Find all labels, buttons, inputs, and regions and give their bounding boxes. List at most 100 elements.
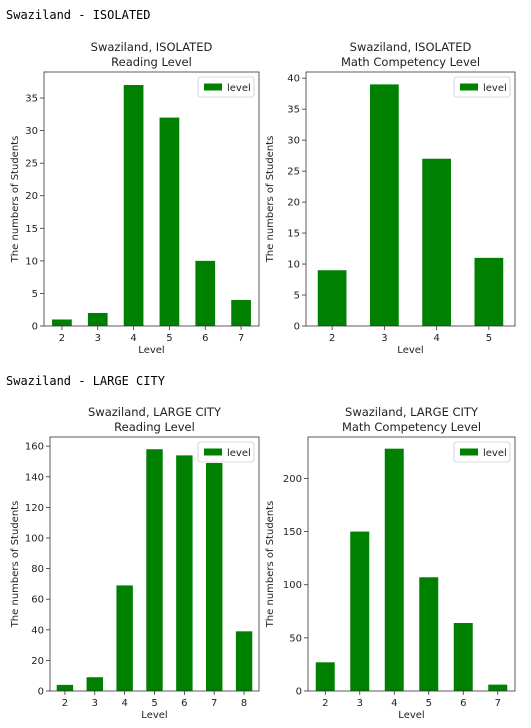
bar-4 xyxy=(116,585,133,691)
x-tick-label: 5 xyxy=(426,698,432,709)
bar-5 xyxy=(159,117,180,326)
x-axis-label: Level xyxy=(398,710,424,721)
bar-2 xyxy=(52,319,72,326)
y-tick-label: 20 xyxy=(25,191,38,202)
y-tick-label: 0 xyxy=(294,322,300,333)
y-tick-label: 20 xyxy=(31,656,44,667)
bar-6 xyxy=(176,455,193,691)
y-tick-label: 25 xyxy=(287,167,300,178)
bar-4 xyxy=(123,85,144,327)
x-tick-label: 7 xyxy=(495,698,501,709)
y-tick-label: 100 xyxy=(25,533,44,544)
x-tick-label: 4 xyxy=(433,333,439,344)
y-tick-label: 0 xyxy=(32,322,38,333)
x-tick-label: 8 xyxy=(241,698,247,709)
x-tick-label: 4 xyxy=(391,698,397,709)
y-tick-label: 30 xyxy=(25,126,38,137)
bar-2 xyxy=(317,270,347,326)
x-tick-label: 4 xyxy=(130,333,136,344)
y-tick-label: 0 xyxy=(296,687,302,698)
legend-box xyxy=(197,441,255,463)
x-axis-label: Level xyxy=(138,345,164,356)
bar-2 xyxy=(315,662,335,691)
bar-2 xyxy=(56,684,74,691)
x-tick-label: 3 xyxy=(381,333,387,344)
y-tick-label: 35 xyxy=(287,105,300,116)
y-tick-label: 0 xyxy=(38,687,44,698)
y-tick-label: 160 xyxy=(25,442,44,453)
y-tick-label: 50 xyxy=(289,633,302,644)
chart-title: Swaziland, LARGE CITY xyxy=(88,405,222,419)
section-title-large-city: Swaziland - LARGE CITY xyxy=(6,374,165,388)
y-tick-label: 80 xyxy=(31,564,44,575)
bar-7 xyxy=(231,299,251,326)
x-tick-label: 4 xyxy=(121,698,127,709)
legend-swatch xyxy=(460,83,478,91)
x-tick-label: 6 xyxy=(460,698,466,709)
chart-subtitle: Reading Level xyxy=(111,55,192,69)
legend-swatch xyxy=(204,83,222,91)
y-tick-label: 20 xyxy=(287,198,300,209)
x-tick-label: 5 xyxy=(486,333,492,344)
y-tick-label: 15 xyxy=(25,224,38,235)
y-tick-label: 30 xyxy=(287,136,300,147)
bar-3 xyxy=(370,84,399,326)
chart-subtitle: Math Competency Level xyxy=(342,420,481,434)
x-tick-label: 7 xyxy=(238,333,244,344)
y-axis-label: The numbers of Students xyxy=(10,501,21,629)
legend-box xyxy=(453,441,511,463)
bar-3 xyxy=(350,531,370,691)
bar-8 xyxy=(235,631,253,691)
legend-box xyxy=(453,76,511,98)
y-tick-label: 10 xyxy=(25,256,38,267)
chart-title: Swaziland, LARGE CITY xyxy=(345,405,479,419)
x-tick-label: 3 xyxy=(357,698,363,709)
x-axis-label: Level xyxy=(141,710,167,721)
bar-5 xyxy=(419,577,439,691)
x-tick-label: 2 xyxy=(59,333,65,344)
bar-7 xyxy=(488,684,508,691)
plot-frame xyxy=(305,71,516,327)
bar-5 xyxy=(474,257,504,326)
chart-subtitle: Reading Level xyxy=(114,420,195,434)
plot-frame xyxy=(43,71,260,327)
bar-4 xyxy=(422,158,451,326)
chart-title: Swaziland, ISOLATED xyxy=(91,40,213,54)
bar-6 xyxy=(453,622,473,691)
y-tick-label: 200 xyxy=(283,474,302,485)
x-tick-label: 6 xyxy=(202,333,208,344)
legend-label: level xyxy=(227,83,251,94)
y-tick-label: 10 xyxy=(287,260,300,271)
plot-frame xyxy=(307,436,516,692)
y-tick-label: 25 xyxy=(25,159,38,170)
x-tick-label: 2 xyxy=(329,333,335,344)
x-tick-label: 3 xyxy=(92,698,98,709)
y-tick-label: 40 xyxy=(31,625,44,636)
y-axis-label: The numbers of Students xyxy=(265,136,276,264)
y-tick-label: 140 xyxy=(25,472,44,483)
y-tick-label: 40 xyxy=(287,74,300,85)
legend-box xyxy=(197,76,255,98)
y-tick-label: 15 xyxy=(287,229,300,240)
y-tick-label: 5 xyxy=(294,291,300,302)
chart-title: Swaziland, ISOLATED xyxy=(350,40,472,54)
y-tick-label: 150 xyxy=(283,527,302,538)
bar-3 xyxy=(86,677,103,691)
legend-label: level xyxy=(483,448,507,459)
y-axis-label: The numbers of Students xyxy=(265,501,276,629)
legend-swatch xyxy=(460,448,478,456)
x-tick-label: 2 xyxy=(62,698,68,709)
bar-6 xyxy=(195,260,216,326)
x-tick-label: 6 xyxy=(181,698,187,709)
x-tick-label: 3 xyxy=(95,333,101,344)
y-tick-label: 5 xyxy=(32,289,38,300)
x-tick-label: 5 xyxy=(166,333,172,344)
x-tick-label: 2 xyxy=(322,698,328,709)
y-axis-label: The numbers of Students xyxy=(10,136,21,264)
legend-label: level xyxy=(227,448,251,459)
x-tick-label: 7 xyxy=(211,698,217,709)
x-tick-label: 5 xyxy=(151,698,157,709)
chart-subtitle: Math Competency Level xyxy=(341,55,480,69)
